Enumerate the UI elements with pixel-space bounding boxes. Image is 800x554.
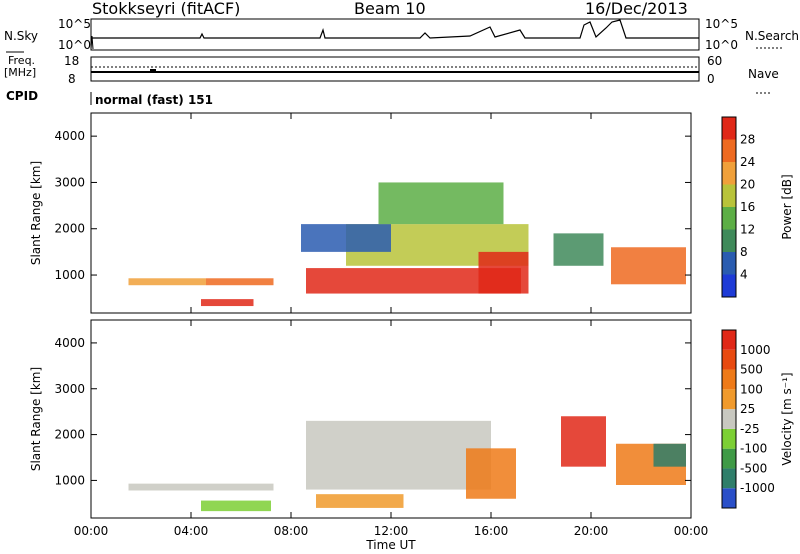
time-tick-label-0: 00:00 [74,524,109,538]
colorbar-segment-1-5 [722,389,736,410]
noise-left-tick-top: 10^5 [58,17,91,31]
colorbar-segment-1-6 [722,369,736,390]
colorbar-segment-1-1 [722,468,736,489]
header-panels [6,18,782,105]
colorbar-segment-1-3 [722,428,736,449]
data-block-1-4 [466,448,516,499]
colorbar-tick-1-6: -500 [740,461,767,475]
noise-search-label: N.Search [745,29,800,43]
colorbar-tick-0-4: 20 [740,178,755,192]
colorbar-tick-0-0: 4 [740,268,748,282]
colorbar-label-0: Power [dB] [780,174,794,239]
nave-label: Nave [748,67,779,81]
colorbar-tick-0-2: 12 [740,223,755,237]
time-tick-label-2: 08:00 [274,524,309,538]
freq-label-line2: [MHz] [4,66,37,79]
data-block-0-5 [301,224,391,252]
time-tick-label-4: 16:00 [474,524,509,538]
colorbar-tick-0-1: 8 [740,245,748,259]
colorbar-segment-0-3 [722,207,736,230]
colorbar-tick-1-5: -100 [740,442,767,456]
time-axis-title: Time UT [365,538,416,552]
freq-right-tick-bottom: 0 [707,72,715,86]
data-block-1-5 [561,416,606,467]
colorbar-segment-0-4 [722,184,736,207]
colorbar-segment-1-4 [722,409,736,429]
colorbar-tick-1-0: 1000 [740,343,771,357]
date-title: 16/Dec/2013 [585,0,688,18]
data-block-0-2 [201,299,254,307]
y-tick-label-0-3: 4000 [54,129,85,143]
y-tick-label-0-2: 3000 [54,175,85,189]
colorbar-tick-1-2: 100 [740,382,763,396]
y-tick-label-0-0: 1000 [54,268,85,282]
data-block-1-0 [128,483,274,491]
colorbar-tick-0-3: 16 [740,200,755,214]
colorbar-tick-0-6: 28 [740,133,755,147]
y-tick-label-1-3: 4000 [54,336,85,350]
time-tick-label-5: 20:00 [574,524,609,538]
data-block-0-0 [128,278,206,286]
y-tick-label-1-2: 3000 [54,382,85,396]
data-block-0-9 [553,233,604,266]
colorbar-tick-1-7: -1000 [740,481,775,495]
y-axis-label-1: Slant Range [km] [29,367,43,471]
data-block-0-6 [378,182,504,225]
colorbar-segment-0-2 [722,229,736,252]
colorbar-segment-0-0 [722,274,736,297]
freq-panel-frame [90,56,700,82]
colorbar-segment-0-6 [722,139,736,162]
cpid-label: CPID [6,89,39,103]
colorbar-tick-1-3: 25 [740,402,755,416]
noise-search-trace [90,35,94,50]
noise-right-tick-top: 10^5 [705,17,738,31]
noise-sky-trace [91,19,699,39]
y-tick-label-1-1: 2000 [54,428,85,442]
data-block-1-1 [201,500,271,512]
noise-left-tick-bottom: 10^0 [58,38,91,52]
time-tick-label-3: 12:00 [374,524,409,538]
colorbar-frame-0 [721,116,737,298]
time-tick-label-1: 04:00 [174,524,209,538]
colorbar-segment-0-7 [722,117,736,140]
beam-title: Beam 10 [354,0,426,18]
noise-sky-label: N.Sky [4,29,39,43]
y-tick-label-0-1: 2000 [54,222,85,236]
colorbar-segment-1-8 [722,330,736,350]
data-block-1-2 [306,420,491,490]
colorbar-tick-1-4: -25 [740,422,760,436]
freq-label-line1: Freq. [8,54,36,67]
data-block-1-3 [316,494,404,508]
station-title: Stokkseyri (fitACF) [92,0,241,18]
freq-left-tick-top: 18 [64,54,80,68]
noise-panel-frame [90,18,700,51]
y-axis-label-0: Slant Range [km] [29,161,43,265]
freq-marker [150,69,156,73]
data-block-0-1 [206,278,274,286]
data-block-0-7 [478,251,529,294]
colorbar-segment-1-0 [722,488,736,508]
colorbar-segment-0-5 [722,162,736,185]
noise-right-tick-bottom: 10^0 [705,38,738,52]
data-block-1-7 [653,443,686,467]
y-tick-label-1-0: 1000 [54,473,85,487]
colorbar-frame-1 [721,329,737,509]
colorbar-segment-0-1 [722,252,736,275]
time-tick-label-6: 00:00 [674,524,709,538]
freq-right-tick-top: 60 [707,54,723,68]
colorbar-segment-1-7 [722,349,736,370]
freq-left-tick-bottom: 8 [68,72,76,86]
colorbar-tick-1-1: 500 [740,363,763,377]
colorbar-segment-1-2 [722,448,736,469]
colorbar-tick-0-5: 24 [740,155,755,169]
data-block-0-8 [611,247,686,285]
colorbar-label-1: Velocity [m s⁻¹] [780,372,794,465]
cpid-value: normal (fast) 151 [95,93,213,107]
